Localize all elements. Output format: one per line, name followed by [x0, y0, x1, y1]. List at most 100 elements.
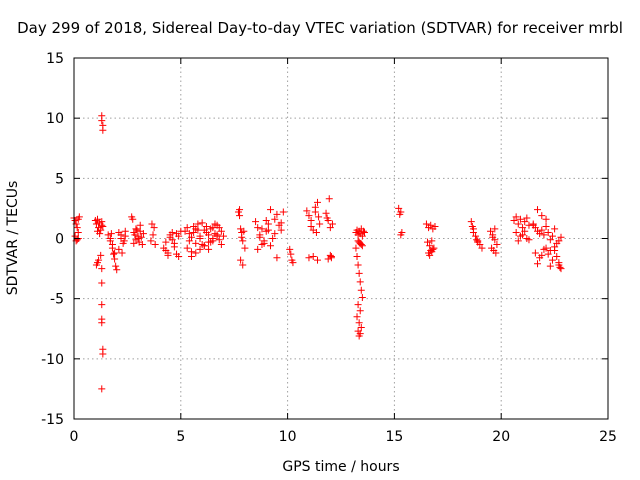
data-point — [491, 225, 499, 233]
data-point — [187, 253, 195, 261]
data-point — [133, 226, 141, 234]
x-axis-label: GPS time / hours — [282, 459, 399, 475]
data-point — [358, 293, 366, 301]
data-point — [493, 241, 501, 249]
data-point — [237, 256, 245, 264]
data-point — [426, 242, 434, 250]
y-tick-label: 5 — [55, 171, 64, 187]
data-point — [98, 221, 106, 229]
data-point — [202, 228, 210, 236]
data-point — [194, 226, 202, 234]
data-point — [431, 222, 439, 230]
y-tick-label: -15 — [41, 412, 64, 428]
data-point — [107, 230, 115, 238]
data-point — [192, 249, 200, 257]
x-tick-label: 20 — [492, 429, 510, 445]
data-point — [316, 220, 324, 228]
data-point — [546, 236, 554, 244]
data-point — [309, 253, 317, 261]
data-point — [523, 214, 531, 222]
data-point — [75, 213, 83, 221]
data-point — [468, 222, 476, 230]
data-point — [148, 220, 156, 228]
data-point — [205, 238, 213, 246]
data-point — [93, 259, 101, 267]
data-point — [540, 231, 548, 239]
data-point — [553, 253, 561, 261]
data-point — [478, 244, 486, 252]
data-point — [512, 213, 520, 221]
data-point — [277, 226, 285, 234]
data-point — [207, 225, 215, 233]
data-point — [273, 210, 281, 218]
data-point — [147, 237, 155, 245]
data-point — [162, 238, 170, 246]
data-point — [556, 263, 564, 271]
data-point — [267, 206, 275, 214]
data-point — [149, 231, 157, 239]
data-point — [200, 242, 208, 250]
data-point — [397, 231, 405, 239]
data-point — [202, 222, 210, 230]
grid — [74, 58, 608, 419]
data-point — [97, 226, 105, 234]
data-point — [168, 236, 176, 244]
data-point — [139, 230, 147, 238]
data-point — [192, 239, 200, 247]
data-point — [358, 242, 366, 250]
data-point — [99, 350, 107, 358]
data-point — [473, 236, 481, 244]
data-point — [236, 206, 244, 214]
data-point — [137, 233, 145, 241]
data-point — [289, 259, 297, 267]
axes: 0 5 10 15 20 25 -15 -10 -5 0 5 10 15 — [41, 51, 617, 445]
data-point — [111, 249, 119, 257]
data-point — [96, 230, 104, 238]
data-point — [98, 117, 106, 125]
data-point — [323, 214, 331, 222]
data-point — [538, 212, 546, 220]
x-tick-label: 10 — [279, 429, 297, 445]
data-point — [544, 228, 552, 236]
data-point — [238, 233, 246, 241]
data-point — [544, 250, 552, 258]
data-point — [287, 250, 295, 258]
data-point — [536, 230, 544, 238]
data-point — [327, 253, 335, 261]
x-tick-label: 5 — [176, 429, 185, 445]
data-point — [97, 251, 105, 259]
data-point — [194, 220, 202, 228]
data-point — [112, 262, 120, 270]
data-point — [213, 232, 221, 240]
data-point — [356, 278, 364, 286]
data-point — [355, 269, 363, 277]
data-point — [131, 231, 139, 239]
data-point — [98, 265, 106, 273]
data-point — [519, 231, 527, 239]
data-point — [258, 225, 266, 233]
data-point — [546, 262, 554, 270]
data-point — [314, 198, 322, 206]
data-point — [358, 232, 366, 240]
y-tick-label: 0 — [55, 232, 64, 248]
data-point — [428, 248, 436, 256]
data-point — [326, 251, 334, 259]
data-point — [136, 221, 144, 229]
data-point — [314, 256, 322, 264]
data-point — [217, 227, 225, 235]
data-point — [512, 228, 520, 236]
data-point — [551, 225, 559, 233]
data-point — [151, 241, 159, 249]
data-point — [239, 261, 247, 269]
data-point — [110, 250, 118, 258]
data-point — [396, 210, 404, 218]
chart-title: Day 299 of 2018, Sidereal Day-to-day VTE… — [17, 19, 623, 37]
data-point — [190, 228, 198, 236]
data-point — [185, 230, 193, 238]
data-point — [286, 245, 294, 253]
data-point — [529, 221, 537, 229]
data-point — [198, 219, 206, 227]
data-point — [93, 215, 101, 223]
data-point — [542, 222, 550, 230]
data-point — [487, 227, 495, 235]
